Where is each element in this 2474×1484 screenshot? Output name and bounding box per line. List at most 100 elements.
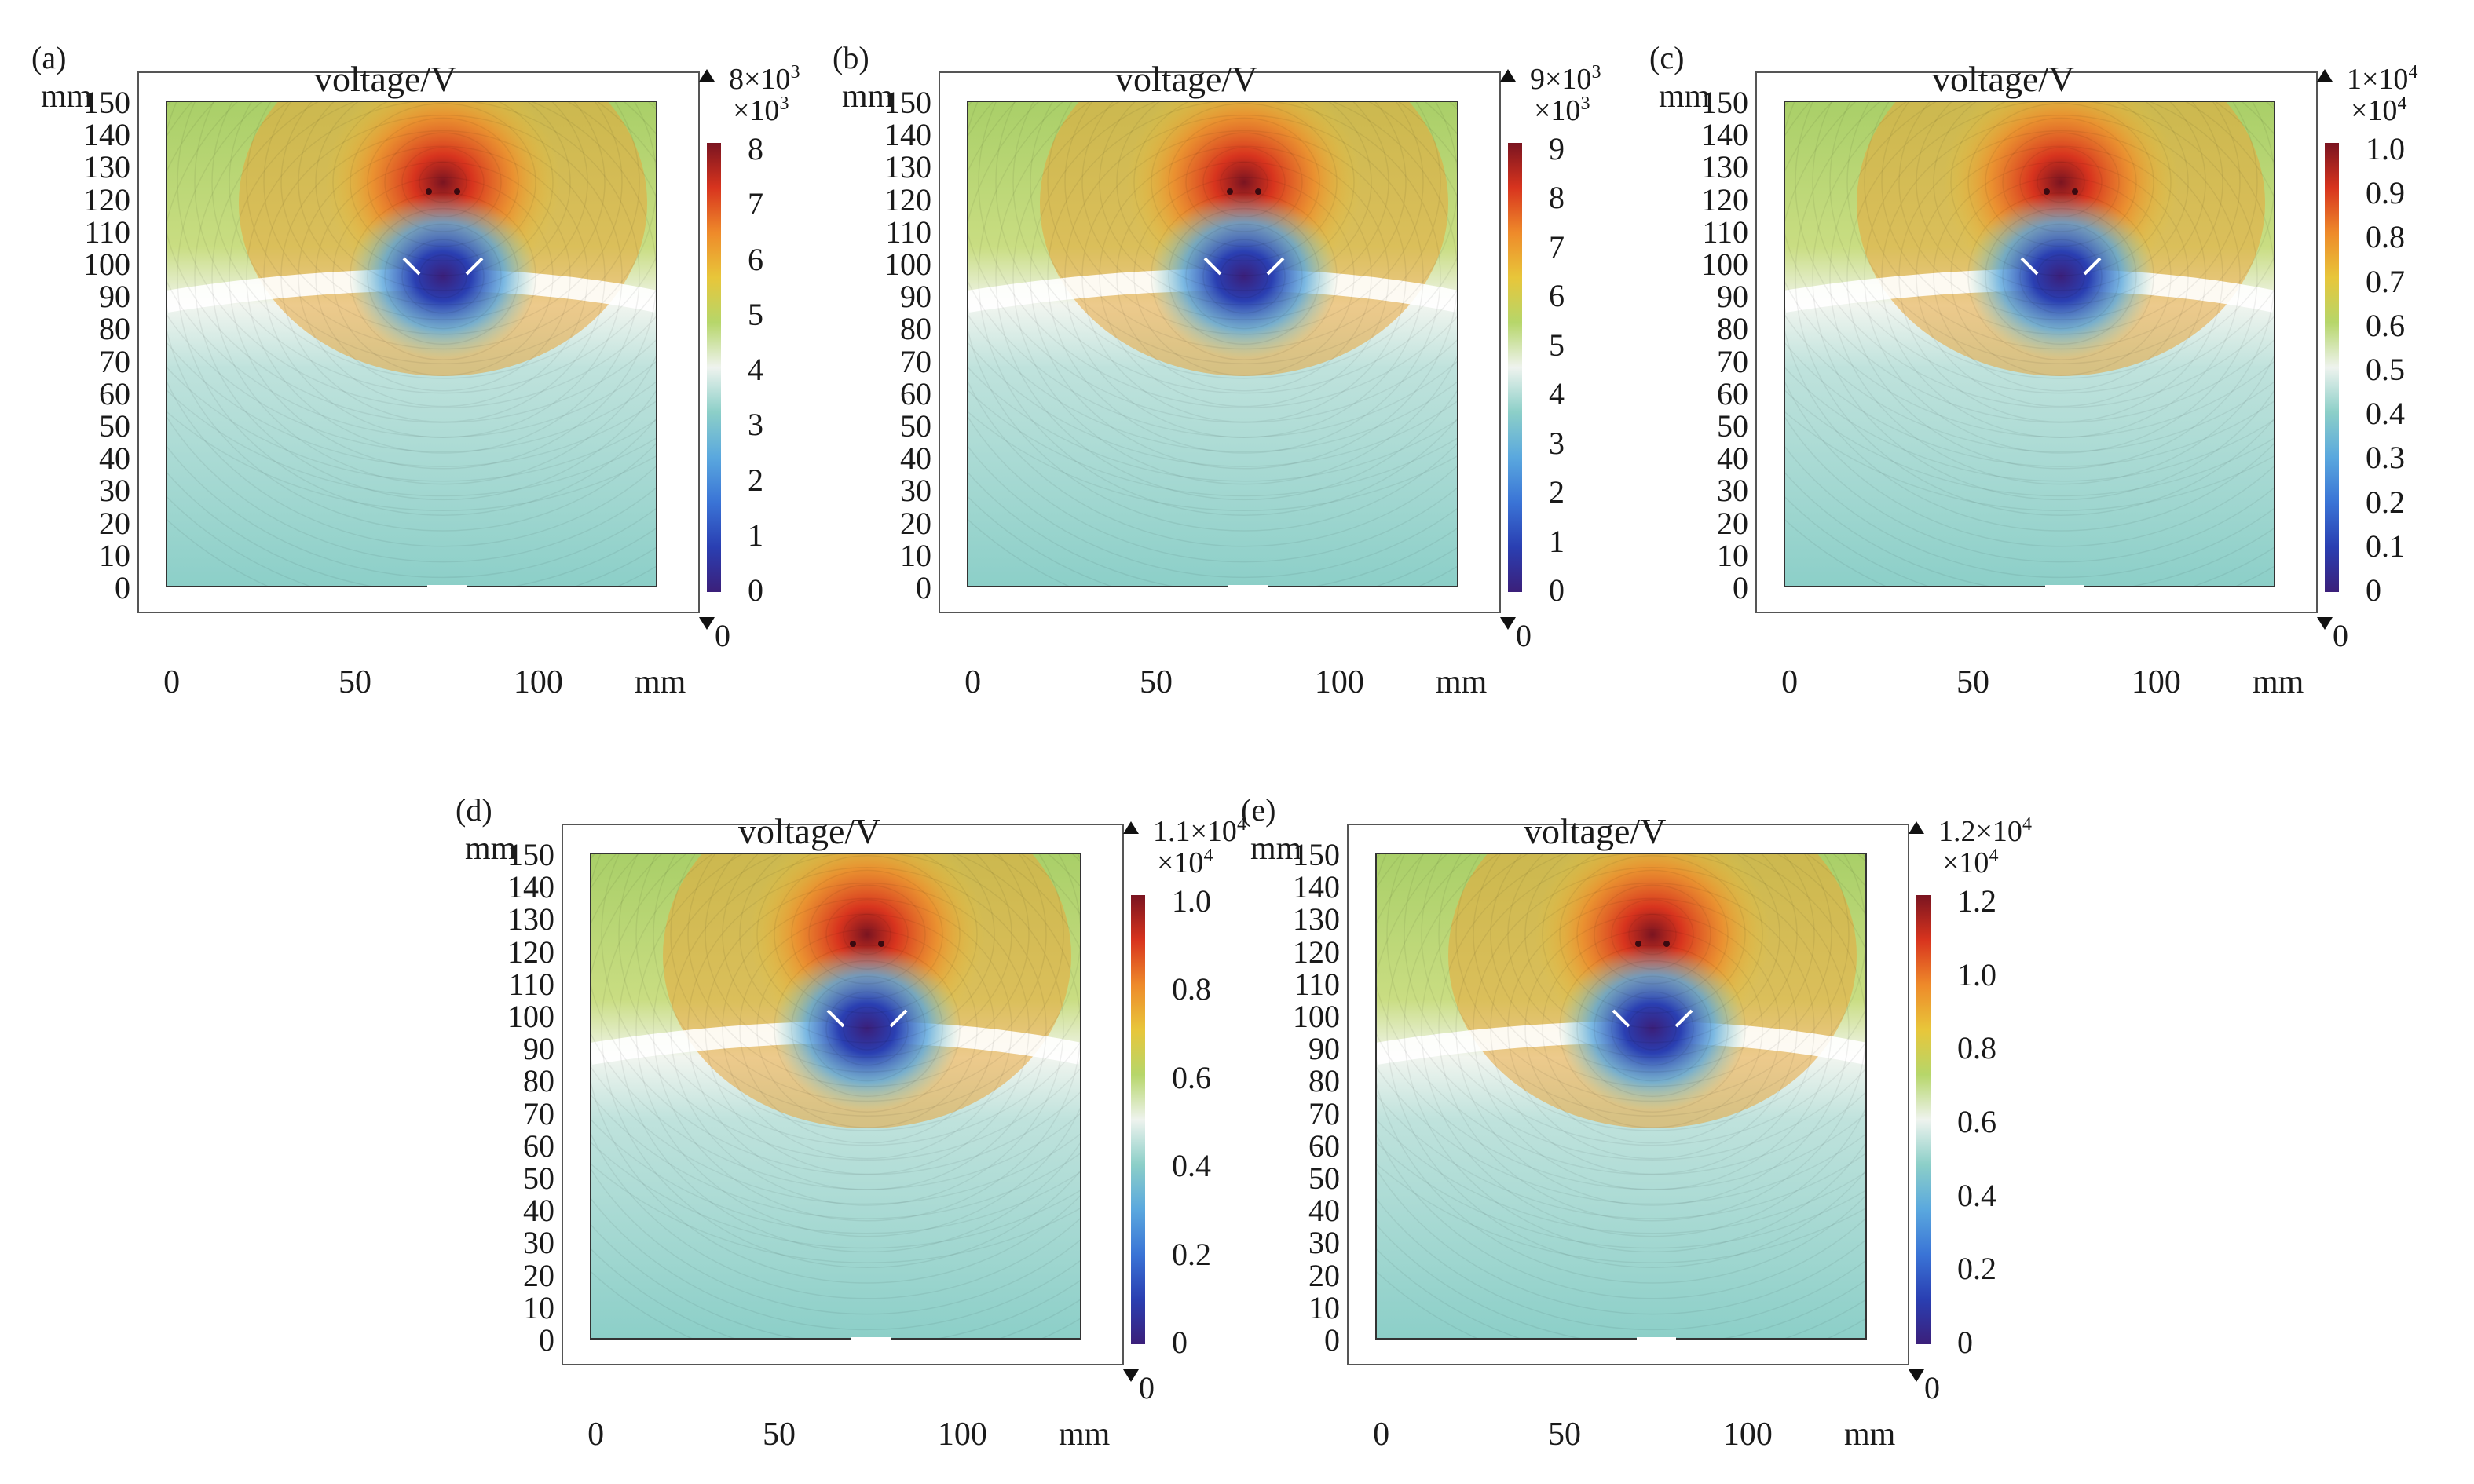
colorbar-tick-label: 0.6 <box>1172 1059 1211 1095</box>
y-tick-label: 130 <box>1293 901 1340 938</box>
field-plot-svg <box>137 69 721 630</box>
colorbar-max-arrow <box>2317 69 2333 82</box>
y-tick-label: 70 <box>900 343 931 379</box>
electrode-line <box>2083 257 2102 276</box>
field-plot-svg <box>1755 69 2339 630</box>
y-tick-label: 140 <box>1701 117 1748 153</box>
colorbar-min-arrow <box>1500 617 1516 630</box>
colorbar-min-label: 0 <box>2333 618 2348 653</box>
y-axis-unit: mm <box>1659 79 1711 115</box>
colorbar-tick-label: 1.0 <box>1172 883 1211 919</box>
low-potential-region <box>773 946 961 1111</box>
colorbar-tick-label: 1.2 <box>1957 883 1996 919</box>
x-tick-label: 100 <box>1314 664 1364 700</box>
y-tick-label: 70 <box>99 343 130 379</box>
panel-label: (c) <box>1649 40 1685 75</box>
electrode-line <box>889 1009 908 1028</box>
x-axis-unit: mm <box>2253 664 2304 700</box>
y-tick-label: 120 <box>1701 181 1748 217</box>
colorbar-tick-label: 0 <box>2366 572 2381 608</box>
colorbar-tick-label: 0.6 <box>2366 307 2405 343</box>
colorbar-tick-label: 0.9 <box>2366 175 2405 211</box>
colorbar-multiplier: ×104 <box>1942 846 1999 879</box>
electrode-line <box>1674 1009 1693 1028</box>
x-tick-label: 50 <box>1548 1416 1581 1453</box>
low-potential-region <box>1150 194 1338 359</box>
y-tick-label: 140 <box>83 117 130 153</box>
colorbar <box>2325 143 2339 592</box>
y-tick-label: 60 <box>900 375 931 411</box>
base-gap <box>2045 585 2084 589</box>
y-tick-label: 110 <box>508 966 554 1002</box>
y-tick-label: 100 <box>884 247 931 282</box>
y-tick-label: 150 <box>884 85 931 120</box>
y-tick-label: 20 <box>523 1257 554 1293</box>
colorbar-min-label: 0 <box>715 618 730 653</box>
colorbar <box>707 143 721 592</box>
x-axis-unit: mm <box>1436 664 1488 700</box>
panel-label: (e) <box>1241 792 1276 828</box>
y-tick-label: 100 <box>507 999 554 1034</box>
electrode-dot <box>1255 188 1261 195</box>
electrode-dot <box>878 941 884 947</box>
electrode-line <box>1612 1009 1630 1028</box>
colorbar-tick-label: 0 <box>1957 1325 1973 1360</box>
colorbar-tick-label: 4 <box>748 352 763 387</box>
y-axis-unit: mm <box>842 79 894 115</box>
panel-label: (b) <box>833 40 869 75</box>
y-tick-label: 150 <box>507 837 554 872</box>
y-tick-label: 20 <box>900 505 931 541</box>
electrode-line <box>826 1009 845 1028</box>
x-tick-label: 100 <box>513 664 563 700</box>
y-tick-label: 140 <box>884 117 931 153</box>
colorbar-tick-label: 8 <box>1549 180 1565 216</box>
colorbar-tick-label: 1.0 <box>2366 131 2405 166</box>
colorbar-tick-label: 0.6 <box>1957 1104 1996 1139</box>
y-tick-label: 90 <box>99 279 130 315</box>
colorbar-max-label: 8×103 <box>729 62 800 96</box>
colorbar-tick-label: 0.8 <box>1172 971 1211 1007</box>
colorbar-multiplier: ×104 <box>1157 846 1213 879</box>
x-tick-label: 100 <box>937 1416 987 1453</box>
y-tick-label: 110 <box>84 214 130 250</box>
colorbar-tick-label: 7 <box>1549 228 1565 265</box>
y-tick-label: 100 <box>83 247 130 282</box>
y-tick-label: 130 <box>1701 149 1748 185</box>
y-tick-label: 10 <box>523 1289 554 1325</box>
y-tick-label: 80 <box>1717 311 1748 347</box>
y-tick-label: 60 <box>1308 1128 1340 1164</box>
y-tick-label: 50 <box>523 1161 554 1196</box>
colorbar-min-arrow <box>699 617 715 630</box>
colorbar-tick-label: 3 <box>1549 425 1565 461</box>
y-tick-label: 120 <box>884 181 931 217</box>
potential-field <box>968 101 1458 587</box>
y-tick-label: 30 <box>99 473 130 509</box>
y-tick-label: 110 <box>1702 214 1748 250</box>
contour-panel: (b) voltage/V mm mm 150 140 130 120 110 100 90 80 70… <box>833 41 1618 732</box>
contour-panel: (c) voltage/V mm mm 150 140 130 120 110 100 90 80 70… <box>1649 41 2435 732</box>
y-tick-label: 100 <box>1701 247 1748 282</box>
y-tick-label: 40 <box>1308 1193 1340 1229</box>
x-axis-unit: mm <box>635 664 686 700</box>
colorbar-min-label: 0 <box>1139 1370 1155 1405</box>
y-tick-label: 10 <box>1308 1289 1340 1325</box>
y-axis-unit: mm <box>465 831 517 867</box>
electrode-line <box>465 257 484 276</box>
potential-field <box>1784 101 2275 587</box>
y-tick-label: 150 <box>1701 85 1748 120</box>
colorbar-tick-label: 6 <box>748 241 763 277</box>
plot-title: voltage/V <box>314 59 457 99</box>
y-tick-label: 90 <box>900 279 931 315</box>
colorbar-max-label: 1×104 <box>2347 62 2418 96</box>
base-gap <box>427 585 467 589</box>
contour-panel: (a) voltage/V mm mm 150 140 130 120 110 100 90 80 70… <box>31 41 817 732</box>
y-tick-label: 50 <box>900 408 931 444</box>
y-tick-label: 0 <box>916 570 931 605</box>
colorbar-tick-label: 1 <box>1549 523 1565 559</box>
colorbar <box>1916 895 1931 1344</box>
y-tick-label: 80 <box>523 1063 554 1099</box>
colorbar-tick-label: 0.2 <box>1957 1251 1996 1287</box>
colorbar-tick-label: 1.0 <box>1957 956 1996 992</box>
y-tick-label: 40 <box>900 440 931 477</box>
y-tick-label: 40 <box>99 440 130 477</box>
